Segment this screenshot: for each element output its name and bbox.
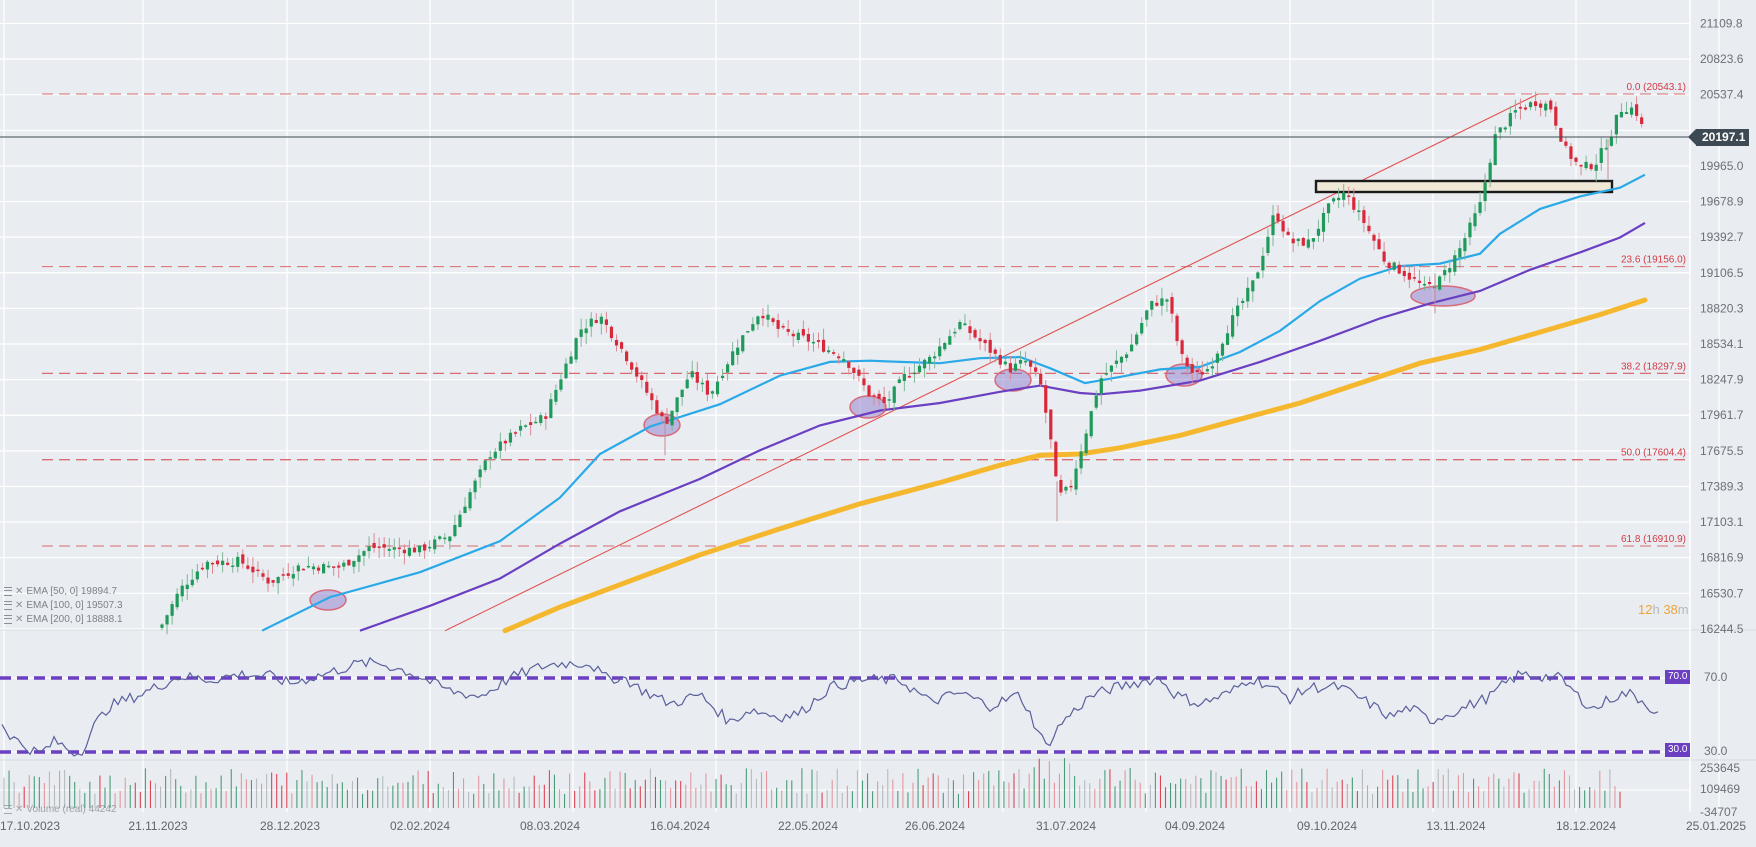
candlesticks (160, 91, 1644, 635)
rsi-tick: 30.0 (1704, 744, 1728, 758)
legend-ema-100[interactable]: ✕ EMA [100, 0] 19507.3 (4, 600, 123, 611)
fibonacci-levels: 0.0 (20543.1) 23.6 (19156.0) 38.2 (18297.9… (42, 82, 1690, 547)
fib-label-50.0: 50.0 (17604.4) (1621, 448, 1686, 459)
price-tick: 18820.3 (1700, 301, 1744, 315)
fib-label-0.0: 0.0 (20543.1) (1627, 82, 1687, 93)
price-tick: 17961.7 (1700, 408, 1744, 422)
touch-ellipse (309, 589, 347, 611)
price-tick: 21109.8 (1700, 16, 1743, 30)
date-tick: 25.01.2025 (1686, 819, 1746, 833)
price-tick: 19678.9 (1700, 195, 1744, 209)
settings-icon[interactable] (4, 587, 12, 596)
volume-tick: 109469 (1700, 782, 1740, 796)
date-tick: 21.11.2023 (128, 819, 187, 833)
date-tick: 04.09.2024 (1165, 819, 1225, 833)
date-tick: 17.10.2023 (0, 819, 60, 833)
price-tick: 17389.3 (1700, 479, 1744, 493)
volume-panel (3, 758, 1621, 808)
date-tick: 02.02.2024 (390, 819, 450, 833)
price-axis[interactable]: 21109.8 20823.6 20537.4 19965.0 19678.9 19392… (1700, 16, 1744, 819)
price-tick: 18534.1 (1700, 337, 1744, 351)
fib-label-38.2: 38.2 (18297.9) (1621, 361, 1686, 372)
date-axis[interactable]: 17.10.2023 21.11.2023 28.12.2023 02.02.2024… (0, 819, 1746, 833)
volume-tick: -34707 (1700, 805, 1738, 819)
candle-countdown: 12h 38m (1638, 602, 1689, 617)
touch-ellipse (1410, 285, 1476, 307)
price-tick: 19106.5 (1700, 266, 1744, 280)
price-tick: 20823.6 (1700, 52, 1744, 66)
date-tick: 09.10.2024 (1297, 819, 1357, 833)
price-tick: 16244.5 (1700, 622, 1744, 636)
settings-icon[interactable] (4, 601, 12, 610)
legend-ema-200-label: EMA [200, 0] 18888.1 (26, 614, 123, 625)
close-icon[interactable]: ✕ (15, 804, 24, 815)
date-tick: 08.03.2024 (520, 819, 580, 833)
volume-tick: 253645 (1700, 761, 1740, 775)
price-tick: 16816.9 (1700, 551, 1744, 565)
date-tick: 31.07.2024 (1036, 819, 1096, 833)
price-tick: 18247.9 (1700, 373, 1744, 387)
price-tick: 17675.5 (1700, 444, 1744, 458)
countdown-hours-unit: h (1652, 602, 1660, 617)
grid-lines (0, 0, 1756, 812)
touch-ellipse (994, 368, 1032, 392)
legend-volume-label: Volume (real) 44242 (26, 804, 117, 815)
date-tick: 16.04.2024 (650, 819, 710, 833)
price-tick: 17103.1 (1700, 515, 1744, 529)
fib-label-23.6: 23.6 (19156.0) (1621, 255, 1686, 266)
price-tick: 19392.7 (1700, 230, 1744, 244)
countdown-hours: 12 (1638, 602, 1653, 617)
last-price-tag: 20197.1 (1687, 129, 1750, 146)
ema-lines (261, 173, 1648, 634)
date-tick: 18.12.2024 (1556, 819, 1616, 833)
legend-ema-50[interactable]: ✕ EMA [50, 0] 19894.7 (4, 586, 117, 597)
date-tick: 28.12.2023 (260, 819, 320, 833)
price-tick: 20537.4 (1700, 88, 1744, 102)
legend-ema-100-label: EMA [100, 0] 19507.3 (26, 600, 123, 611)
rsi-panel (0, 656, 1665, 757)
settings-icon[interactable] (4, 805, 12, 814)
rsi-30-tag: 30.0 (1665, 743, 1691, 757)
date-tick: 26.06.2024 (905, 819, 965, 833)
close-icon[interactable]: ✕ (15, 586, 24, 597)
date-tick: 22.05.2024 (778, 819, 838, 833)
rsi-70-tag: 70.0 (1665, 670, 1691, 684)
touch-ellipse (849, 395, 887, 419)
legend-ema-50-label: EMA [50, 0] 19894.7 (26, 586, 118, 597)
settings-icon[interactable] (4, 615, 12, 624)
close-icon[interactable]: ✕ (15, 614, 24, 625)
countdown-minutes-unit: m (1677, 602, 1689, 617)
close-icon[interactable]: ✕ (15, 600, 24, 611)
legend-ema-200[interactable]: ✕ EMA [200, 0] 18888.1 (4, 614, 123, 625)
date-tick: 13.11.2024 (1426, 819, 1485, 833)
price-tick: 19965.0 (1700, 159, 1744, 173)
rsi-tick: 70.0 (1704, 670, 1728, 684)
legend-volume[interactable]: ✕ Volume (real) 44242 (4, 804, 116, 815)
fib-label-61.8: 61.8 (16910.9) (1621, 534, 1686, 545)
price-tick: 16530.7 (1700, 586, 1744, 600)
countdown-minutes: 38 (1663, 602, 1678, 617)
